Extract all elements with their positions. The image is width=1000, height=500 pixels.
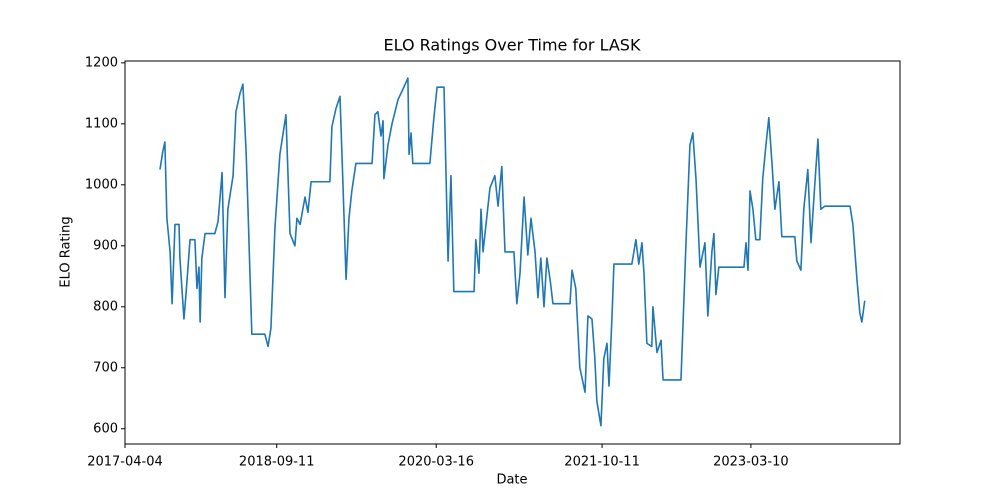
y-tick-label: 900: [93, 238, 118, 253]
y-tick-label: 700: [93, 360, 118, 375]
y-axis-label: ELO Rating: [59, 216, 74, 287]
plot-frame: [124, 60, 901, 445]
chart-title: ELO Ratings Over Time for LASK: [384, 36, 641, 55]
x-axis-label: Date: [496, 473, 527, 488]
y-tick-label: 800: [93, 299, 118, 314]
x-tick-label: 2018-09-11: [239, 455, 315, 470]
y-tick-label: 1200: [85, 55, 118, 70]
x-tick-label: 2017-04-04: [87, 455, 163, 470]
data-line: [159, 77, 866, 427]
y-tick-label: 600: [93, 421, 118, 436]
y-tick-label: 1100: [85, 116, 118, 131]
y-tick-label: 1000: [85, 177, 118, 192]
x-tick-label: 2020-03-16: [398, 455, 474, 470]
x-tick-label: 2023-03-10: [713, 455, 789, 470]
x-tick-label: 2021-10-11: [564, 455, 640, 470]
